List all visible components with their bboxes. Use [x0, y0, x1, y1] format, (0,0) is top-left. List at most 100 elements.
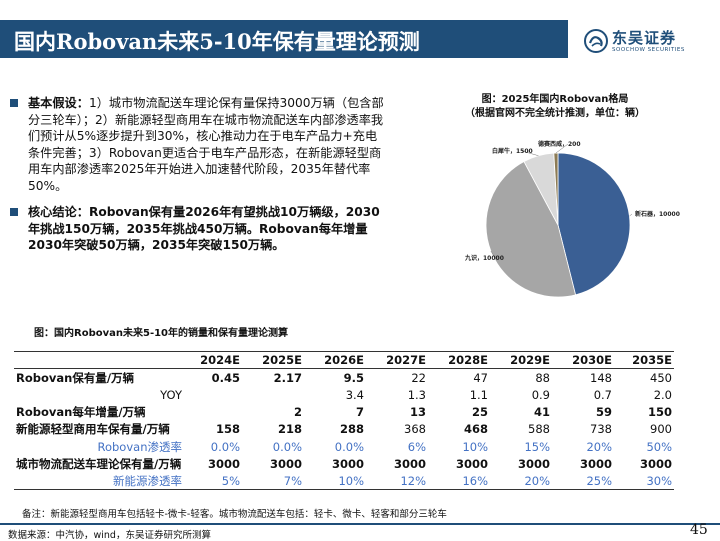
table-cell: 15%: [524, 439, 550, 454]
footer-divider: [0, 523, 720, 525]
table-cell: 10%: [462, 439, 488, 454]
header-cell-year: 2028E: [428, 350, 490, 370]
table-row: 城市物流配送车理论保有量/万辆 3000 3000 3000 3000 3000 3000 3…: [14, 455, 674, 472]
table-cell: 25: [471, 405, 488, 420]
table-cell: 150: [647, 405, 672, 420]
table-cell: 0.0%: [272, 439, 302, 454]
bullet-text: 1）城市物流配送车理论保有量保持3000万辆（包含部分三轮车）；2）新能源轻型商…: [28, 96, 384, 193]
table-cell: 3.4: [345, 387, 364, 402]
header-cell-blank: [14, 350, 184, 370]
table-header-row: 2024E 2025E 2026E 2027E 2028E 2029E 2030E 2035E: [14, 350, 674, 370]
table-cell: 738: [590, 422, 612, 437]
page-number: 45: [690, 522, 708, 538]
data-source: 数据来源：中汽协，wind，东吴证券研究所测算: [8, 530, 211, 541]
header-cell-year: 2026E: [304, 350, 366, 370]
table-cell: 20%: [490, 472, 552, 491]
table-cell: 288: [339, 422, 364, 437]
bullet-list: 基本假设：1）城市物流配送车理论保有量保持3000万辆（包含部分三轮车）；2）新…: [8, 95, 388, 254]
table-row: YOY 3.4 1.3 1.1 0.9 0.7 2.0: [14, 386, 674, 403]
table-cell: 2: [293, 405, 302, 420]
table-cell: 0.45: [211, 370, 240, 385]
soochow-logo-icon: [584, 29, 608, 53]
table-cell: 2.0: [653, 387, 672, 402]
table-cell: 3000: [269, 456, 302, 471]
forecast-table: 2024E 2025E 2026E 2027E 2028E 2029E 2030E 2035E…: [14, 350, 674, 491]
table-row: Robovan保有量/万辆 0.45 2.17 9.5 22 47 88 148 450: [14, 369, 674, 386]
bullet-square-icon: [10, 99, 18, 107]
header: 国内Robovan未来5-10年保有量理论预测 东吴证券 SOOCHOW SEC…: [0, 0, 720, 72]
pie-chart-title: 图：2025年国内Robovan格局 （根据官网不完全统计推测，单位：辆）: [430, 93, 680, 121]
table-cell: 88: [535, 370, 550, 385]
table-cell: 7: [355, 405, 364, 420]
table-cell: 22: [411, 370, 426, 385]
table-row: 新能源轻型商用车保有量/万辆 158 218 288 368 468 588 738 900: [14, 421, 674, 438]
title-bar: 国内Robovan未来5-10年保有量理论预测: [0, 20, 568, 58]
pie-slice-0: [557, 152, 631, 296]
table-cell: 1.1: [469, 387, 488, 402]
table-cell: 6%: [407, 439, 426, 454]
table-cell: 900: [650, 422, 672, 437]
page-title: 国内Robovan未来5-10年保有量理论预测: [14, 29, 420, 54]
table-cell: 12%: [366, 472, 428, 491]
header-cell-year: 2030E: [552, 350, 614, 370]
table-cell: 13: [409, 405, 426, 420]
header-cell-year: 2027E: [366, 350, 428, 370]
table-cell: 16%: [428, 472, 490, 491]
table-cell: 450: [650, 370, 672, 385]
logo-name: 东吴证券: [612, 29, 677, 47]
pie-leader-line: [521, 150, 539, 156]
table-cell: 3000: [331, 456, 364, 471]
pie-data-label: 白犀牛，1500: [492, 147, 533, 155]
table-cell: 3000: [517, 456, 550, 471]
table-cell: 9.5: [343, 370, 364, 385]
header-cell-year: 2029E: [490, 350, 552, 370]
bullet-text: Robovan保有量2026年有望挑战10万辆级，2030年挑战150万辆，20…: [28, 205, 380, 252]
table-cell: 30%: [614, 472, 674, 491]
bullet-conclusion: 核心结论：Robovan保有量2026年有望挑战10万辆级，2030年挑战150…: [8, 204, 388, 254]
header-cell-year: 2025E: [242, 350, 304, 370]
table-cell: [242, 386, 304, 403]
logo-english-name: SOOCHOW SECURITIES: [612, 47, 685, 53]
table-cell: 20%: [586, 439, 612, 454]
table-cell: [184, 386, 242, 403]
table-cell: 47: [473, 370, 488, 385]
table-cell: 1.3: [407, 387, 426, 402]
row-label: 新能源轻型商用车保有量/万辆: [16, 422, 170, 437]
table-cell: 368: [404, 422, 426, 437]
bullet-heading: 核心结论：: [28, 205, 89, 219]
table-row: Robovan每年增量/万辆 2 7 13 25 41 59 150: [14, 403, 674, 420]
pie-chart: 新石器，10000 九识，10000 白犀牛，1500 德赛西威，200: [464, 140, 680, 298]
row-label: 新能源渗透率: [14, 472, 184, 491]
table-cell: 25%: [552, 472, 614, 491]
table-cell: 0.9: [531, 387, 550, 402]
pie-leader-line: [490, 250, 496, 259]
company-logo: 东吴证券 SOOCHOW SECURITIES: [582, 26, 712, 62]
table-cell: 148: [590, 370, 612, 385]
pie-title-line1: 图：2025年国内Robovan格局: [481, 94, 629, 105]
table-cell: 468: [463, 422, 488, 437]
table-cell: 0.0%: [210, 439, 240, 454]
row-label: Robovan每年增量/万辆: [16, 405, 146, 420]
table-cell: 3000: [639, 456, 672, 471]
row-label: Robovan渗透率: [97, 439, 183, 454]
pie-data-label: 九识，10000: [464, 254, 504, 262]
row-label: YOY: [160, 387, 182, 402]
table-row: Robovan渗透率 0.0% 0.0% 0.0% 6% 10% 15% 20% 50%: [14, 438, 674, 455]
table-row: 新能源渗透率 5% 7% 10% 12% 16% 20% 25% 30%: [14, 472, 674, 491]
table-cell: 10%: [304, 472, 366, 491]
table-cell: 5%: [184, 472, 242, 491]
pie-data-label: 新石器，10000: [635, 210, 680, 218]
table-cell: 2.17: [273, 370, 302, 385]
table-cell: [184, 403, 242, 420]
table-cell: 59: [595, 405, 612, 420]
bullet-square-icon: [10, 208, 18, 216]
table-cell: 3000: [455, 456, 488, 471]
pie-leader-line: [629, 213, 633, 217]
row-label: 城市物流配送车理论保有量/万辆: [16, 456, 182, 471]
footnote: 备注：新能源轻型商用车包括轻卡-微卡-轻客。城市物流配送车包括：轻卡、微卡、轻客…: [22, 509, 447, 520]
table-cell: 3000: [207, 456, 240, 471]
bullet-assumptions: 基本假设：1）城市物流配送车理论保有量保持3000万辆（包含部分三轮车）；2）新…: [8, 95, 388, 194]
pie-title-line2: （根据官网不完全统计推测，单位：辆）: [465, 108, 645, 119]
pie-data-label: 德赛西威，200: [537, 140, 581, 148]
header-cell-year: 2035E: [614, 350, 674, 370]
